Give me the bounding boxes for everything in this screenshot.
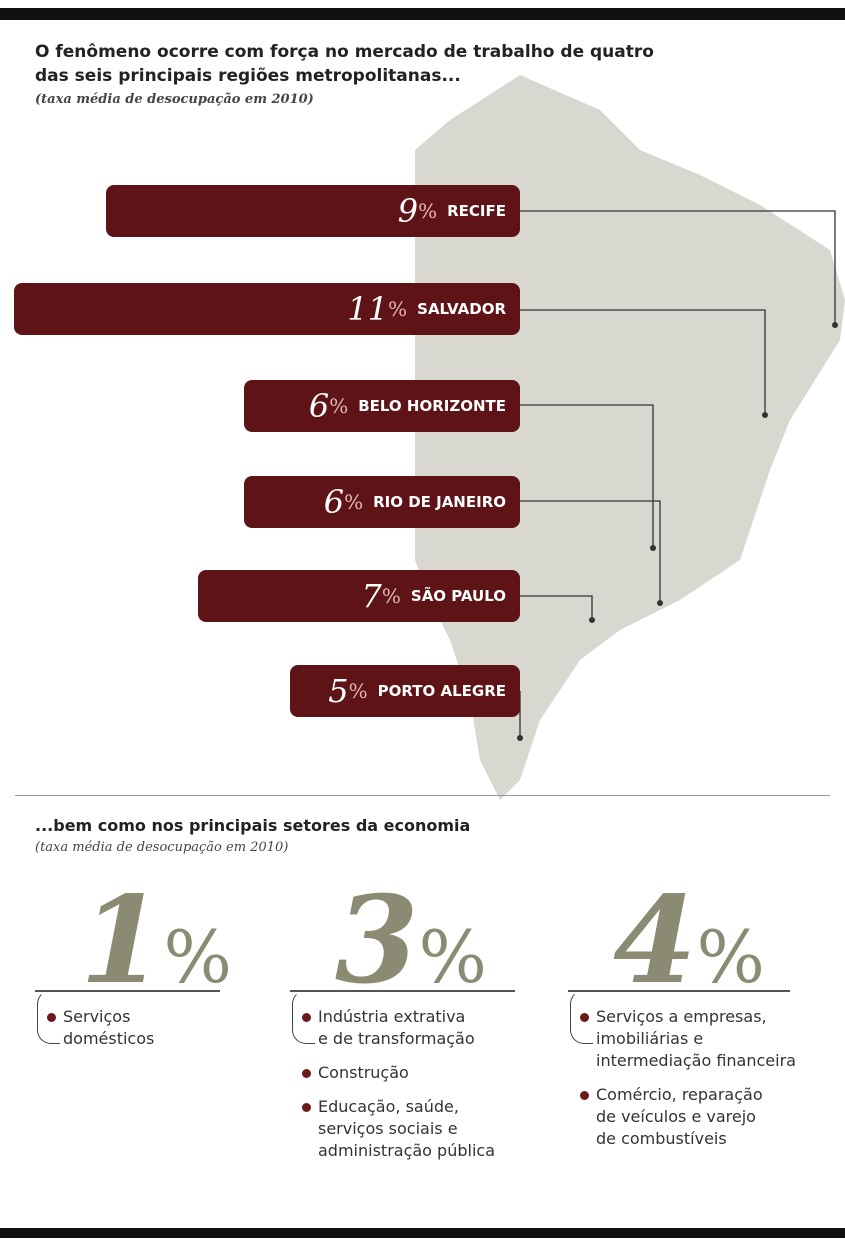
rule [35,990,220,992]
region-name: SÃO PAULO [410,587,506,605]
item-line: Indústria extrativa [318,1007,466,1026]
sector-items: Serviços domésticos [45,1006,220,1050]
value: 11 [347,290,389,328]
sectors-title: ...bem como nos principais setores da ec… [35,816,471,835]
hook [292,990,315,1044]
city-dot [650,545,656,551]
value: 5 [328,672,349,710]
city-dot [589,617,595,623]
item-line: Comércio, reparação [596,1085,763,1104]
city-dots [517,322,838,741]
unit: % [418,915,487,999]
brazil-map [415,75,845,800]
sector-item: Educação, saúde, serviços sociais e admini… [300,1096,515,1162]
unit: % [329,394,349,418]
item-line: e de transformação [318,1029,475,1048]
bottom-band [0,1228,845,1238]
sector: 3% Indústria extrativa e de transformação C… [290,870,515,1162]
value: 1 [80,870,164,1011]
title-line: O fenômeno ocorre com força no mercado d… [35,42,654,62]
unit: % [696,915,765,999]
top-band [0,8,845,20]
divider [15,795,830,796]
sector-item: Construção [300,1062,515,1084]
item-line: serviços sociais e [318,1119,458,1138]
value: 6 [323,483,345,521]
city-dot [762,412,768,418]
sectors-subtitle: (taxa média de desocupação em 2010) [35,840,289,855]
sector-item: Serviços a empresas, imobiliárias e interm… [578,1006,796,1072]
connector [520,500,661,603]
subtitle: (taxa média de desocupação em 2010) [35,92,314,107]
item-line: administração pública [318,1141,495,1160]
bar: 11% SALVADOR [14,283,520,335]
value: 9 [397,192,419,230]
connector [520,210,836,325]
value: 7 [361,577,382,615]
item-line: imobiliárias e [596,1029,704,1048]
connector [520,404,654,548]
unit: % [163,915,232,999]
connectors [519,210,836,738]
value: 6 [308,387,330,425]
bar: 9% RECIFE [106,185,520,237]
region-name: PORTO ALEGRE [377,682,506,700]
sector: 1% Serviços domésticos [35,870,232,1050]
bar: 7% SÃO PAULO [198,570,520,622]
sector: 4% Serviços a empresas, imobiliárias e inte… [568,870,796,1150]
unit: % [344,490,364,514]
hook [37,990,60,1044]
rule [290,990,515,992]
rule [568,990,790,992]
sector-item: Indústria extrativa e de transformação [300,1006,515,1050]
sector-rate: 1% [35,870,232,1011]
connector [520,595,593,620]
hook [570,990,593,1044]
sector-item: Comércio, reparação de veículos e varejo d… [578,1084,790,1150]
city-dot [517,735,523,741]
sector-items: Indústria extrativa e de transformação Con… [300,1006,515,1162]
sector-items: Serviços a empresas, imobiliárias e interm… [578,1006,796,1150]
bar: 6% BELO HORIZONTE [244,380,520,432]
sector-item: Serviços domésticos [45,1006,220,1050]
map [415,75,845,800]
title: O fenômeno ocorre com força no mercado d… [35,40,654,112]
region-name: RECIFE [447,202,506,220]
unit: % [348,679,368,703]
connector [520,309,766,415]
item-line: de combustíveis [596,1129,727,1148]
region-name: RIO DE JANEIRO [373,493,506,511]
item-line: Serviços [63,1007,131,1026]
region-name: SALVADOR [417,300,506,318]
city-dot [832,322,838,328]
item-line: intermediação financeira [596,1051,796,1070]
bar: 6% RIO DE JANEIRO [244,476,520,528]
item-line: Construção [318,1063,409,1082]
value: 3 [335,870,419,1011]
region-name: BELO HORIZONTE [358,397,506,415]
sector-rate: 4% [568,870,790,1011]
item-line: Educação, saúde, [318,1097,459,1116]
unit: % [418,199,438,223]
city-dot [657,600,663,606]
value: 4 [613,870,697,1011]
unit: % [381,584,401,608]
item-line: domésticos [63,1029,155,1048]
unit: % [388,297,408,321]
item-line: de veículos e varejo [596,1107,756,1126]
title-line: das seis principais regiões metropolitan… [35,66,461,86]
item-line: Serviços a empresas, [596,1007,767,1026]
sector-rate: 3% [290,870,515,1011]
bar: 5% PORTO ALEGRE [290,665,520,717]
